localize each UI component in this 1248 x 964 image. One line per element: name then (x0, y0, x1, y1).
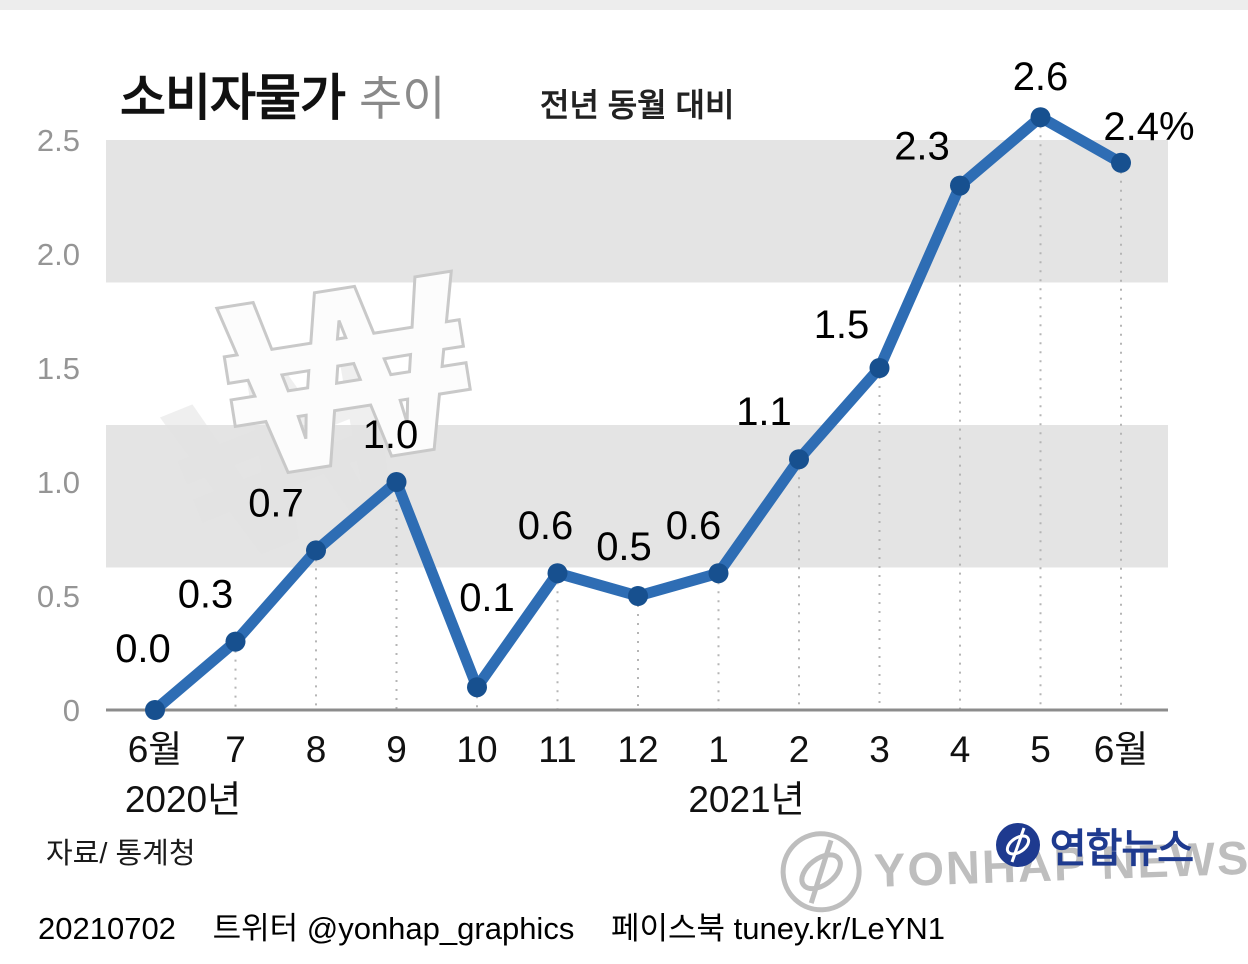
title-sub: 추이 (359, 72, 446, 125)
credit-date: 20210702 (38, 911, 176, 946)
yonhap-logo-icon (995, 823, 1040, 867)
credit-facebook: 페이스북 tuney.kr/LeYN1 (610, 911, 946, 946)
top-edge (0, 0, 1248, 10)
credit-line: 20210702 트위터 @yonhap_graphics 페이스북 tuney… (38, 903, 973, 948)
source-note: 자료/ 통계청 (46, 838, 196, 870)
page-title: 소비자물가 추이 (120, 58, 445, 130)
chart-subtitle: 전년 동월 대비 (540, 87, 735, 123)
yonhap-logo: 연합뉴스 (995, 816, 1194, 874)
yonhap-logo-text: 연합뉴스 (1049, 827, 1194, 871)
yonhap-watermark-icon (780, 831, 862, 913)
credit-twitter: 트위터 @yonhap_graphics (212, 911, 575, 946)
title-main: 소비자물가 (120, 70, 346, 126)
